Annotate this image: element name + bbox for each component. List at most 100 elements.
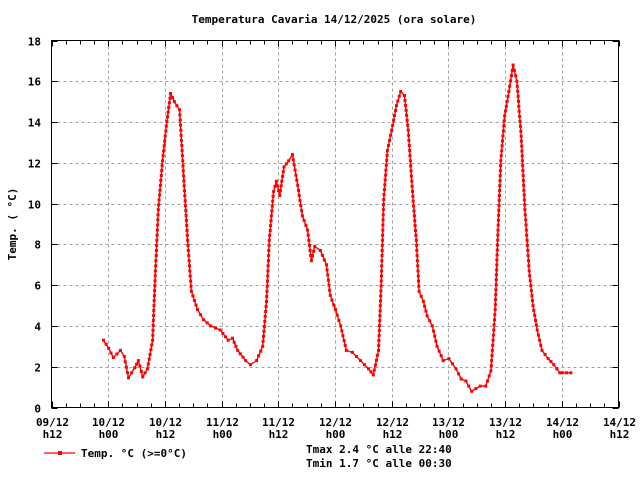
data-point — [546, 357, 550, 361]
data-point — [302, 219, 306, 223]
data-point — [309, 259, 313, 263]
data-point — [343, 344, 347, 347]
data-point — [271, 194, 275, 198]
data-point — [153, 284, 157, 288]
data-point — [269, 214, 273, 218]
data-point — [437, 349, 441, 353]
data-point — [521, 174, 525, 177]
data-point — [369, 370, 373, 374]
data-point — [159, 174, 163, 177]
data-point — [164, 124, 168, 128]
data-point — [266, 274, 270, 278]
data-point — [191, 294, 195, 298]
x-tick-label-date: 11/12 — [206, 416, 239, 429]
data-point — [387, 144, 390, 147]
data-point — [151, 333, 155, 337]
data-point — [234, 344, 238, 348]
data-point — [152, 304, 156, 308]
data-point — [405, 118, 409, 122]
data-point — [413, 219, 417, 223]
data-point — [154, 264, 158, 268]
y-tick-label: 12 — [28, 158, 41, 171]
data-point — [417, 289, 421, 293]
data-point — [192, 299, 196, 302]
data-point — [498, 189, 502, 192]
data-point — [381, 208, 385, 212]
data-point — [496, 218, 500, 222]
x-tick-label-hour: h12 — [156, 428, 176, 441]
data-point — [470, 389, 474, 393]
data-point — [380, 269, 384, 273]
data-point — [168, 96, 172, 100]
data-point — [291, 153, 294, 157]
data-point — [384, 168, 388, 172]
data-point — [263, 314, 267, 318]
data-point — [539, 343, 543, 347]
data-point — [549, 360, 553, 364]
data-point — [111, 356, 115, 359]
x-tick-label-hour: h12 — [269, 428, 289, 441]
data-point — [232, 340, 236, 344]
data-point — [141, 375, 145, 379]
data-point — [169, 92, 173, 95]
data-point — [148, 353, 152, 356]
data-point — [522, 183, 526, 187]
data-point — [441, 359, 445, 363]
data-point — [297, 188, 300, 192]
data-point — [565, 371, 568, 375]
data-point — [497, 213, 501, 217]
data-point — [181, 164, 185, 168]
data-point — [156, 223, 160, 227]
data-point — [325, 263, 328, 267]
data-point — [495, 263, 499, 267]
data-point — [160, 169, 164, 173]
data-point — [407, 144, 411, 147]
data-point — [506, 94, 510, 98]
data-point — [474, 387, 478, 391]
data-point — [515, 84, 519, 88]
data-point — [179, 123, 182, 127]
data-point — [202, 318, 206, 322]
data-point — [497, 203, 501, 207]
data-point — [377, 329, 381, 333]
data-point — [187, 259, 191, 263]
data-point — [533, 313, 537, 317]
data-point — [430, 324, 434, 328]
data-point — [267, 249, 271, 252]
x-tick-label-date: 10/12 — [92, 416, 125, 429]
data-point — [414, 238, 418, 242]
data-point — [179, 138, 183, 142]
data-point — [425, 314, 429, 318]
data-point — [335, 313, 339, 317]
data-point — [526, 254, 530, 258]
data-point — [218, 328, 222, 332]
data-point — [267, 254, 271, 258]
data-point — [163, 139, 167, 143]
data-point — [406, 123, 410, 127]
data-point — [185, 224, 189, 227]
data-point — [385, 149, 389, 153]
data-point — [532, 308, 536, 312]
data-point — [384, 173, 388, 177]
data-point — [287, 159, 291, 163]
data-point — [205, 321, 209, 325]
data-point — [518, 114, 522, 118]
data-point — [298, 199, 302, 203]
data-point — [517, 104, 521, 108]
data-point — [498, 174, 502, 178]
data-point — [380, 249, 384, 252]
data-point — [151, 338, 155, 342]
data-point — [188, 264, 191, 268]
data-point — [375, 353, 379, 357]
data-point — [138, 364, 142, 368]
data-point — [499, 159, 503, 163]
data-point — [182, 184, 186, 188]
data-point — [501, 134, 505, 138]
data-point — [155, 233, 159, 237]
data-point — [189, 279, 193, 283]
data-point — [535, 328, 539, 332]
data-point — [337, 319, 341, 322]
data-point — [495, 248, 499, 252]
data-point — [300, 214, 304, 218]
data-point — [261, 344, 265, 348]
